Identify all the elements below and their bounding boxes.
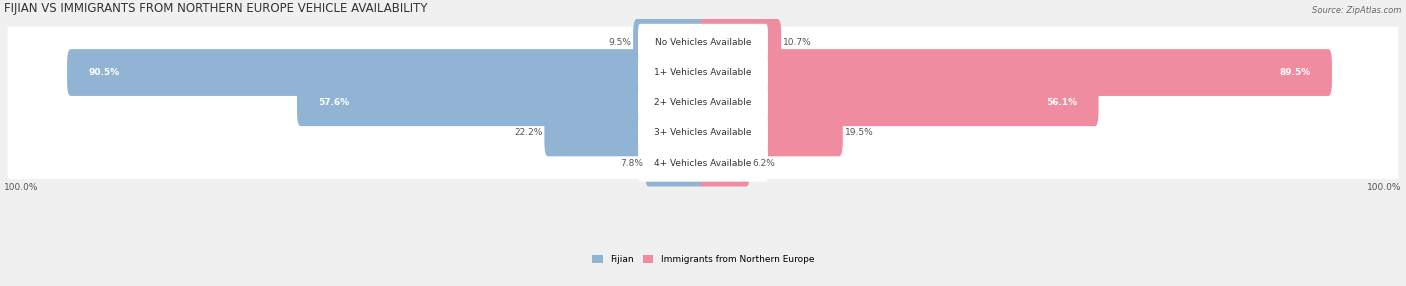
FancyBboxPatch shape xyxy=(638,114,768,152)
FancyBboxPatch shape xyxy=(7,27,1399,58)
FancyBboxPatch shape xyxy=(7,117,1399,149)
Text: Source: ZipAtlas.com: Source: ZipAtlas.com xyxy=(1312,6,1402,15)
Text: 4+ Vehicles Available: 4+ Vehicles Available xyxy=(654,159,752,168)
Text: FIJIAN VS IMMIGRANTS FROM NORTHERN EUROPE VEHICLE AVAILABILITY: FIJIAN VS IMMIGRANTS FROM NORTHERN EUROP… xyxy=(4,2,427,15)
Legend: Fijian, Immigrants from Northern Europe: Fijian, Immigrants from Northern Europe xyxy=(592,255,814,264)
Text: 100.0%: 100.0% xyxy=(4,183,39,192)
FancyBboxPatch shape xyxy=(638,144,768,182)
Text: 10.7%: 10.7% xyxy=(783,38,813,47)
FancyBboxPatch shape xyxy=(638,84,768,121)
FancyBboxPatch shape xyxy=(700,79,1098,126)
FancyBboxPatch shape xyxy=(700,110,842,156)
FancyBboxPatch shape xyxy=(7,147,1399,179)
FancyBboxPatch shape xyxy=(645,140,706,186)
FancyBboxPatch shape xyxy=(7,87,1399,118)
Text: 1+ Vehicles Available: 1+ Vehicles Available xyxy=(654,68,752,77)
FancyBboxPatch shape xyxy=(700,19,782,66)
Text: 56.1%: 56.1% xyxy=(1046,98,1077,107)
Text: No Vehicles Available: No Vehicles Available xyxy=(655,38,751,47)
FancyBboxPatch shape xyxy=(67,49,706,96)
Text: 57.6%: 57.6% xyxy=(318,98,349,107)
FancyBboxPatch shape xyxy=(7,57,1399,88)
FancyBboxPatch shape xyxy=(638,24,768,61)
FancyBboxPatch shape xyxy=(633,19,706,66)
Text: 2+ Vehicles Available: 2+ Vehicles Available xyxy=(654,98,752,107)
Text: 90.5%: 90.5% xyxy=(89,68,120,77)
Text: 3+ Vehicles Available: 3+ Vehicles Available xyxy=(654,128,752,137)
Text: 19.5%: 19.5% xyxy=(845,128,873,137)
FancyBboxPatch shape xyxy=(297,79,706,126)
FancyBboxPatch shape xyxy=(638,54,768,91)
FancyBboxPatch shape xyxy=(544,110,706,156)
Text: 9.5%: 9.5% xyxy=(607,38,631,47)
Text: 6.2%: 6.2% xyxy=(752,159,775,168)
Text: 100.0%: 100.0% xyxy=(1367,183,1402,192)
FancyBboxPatch shape xyxy=(700,140,749,186)
FancyBboxPatch shape xyxy=(700,49,1331,96)
Text: 22.2%: 22.2% xyxy=(515,128,543,137)
Text: 89.5%: 89.5% xyxy=(1279,68,1310,77)
Text: 7.8%: 7.8% xyxy=(620,159,643,168)
